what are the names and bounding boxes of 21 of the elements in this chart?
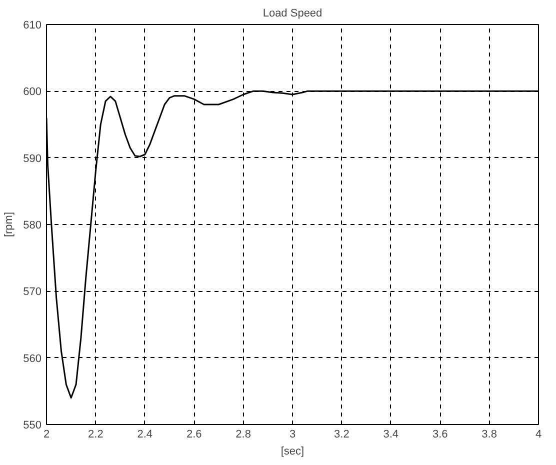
x-tick-label: 3.8 (482, 428, 497, 440)
x-tick-label: 2.6 (186, 428, 202, 440)
x-tick-label: 3.2 (334, 428, 350, 440)
y-axis-title: [rpm] (3, 212, 16, 238)
y-tick-label: 570 (23, 286, 42, 298)
x-tick-label: 3.4 (383, 428, 399, 440)
y-tick-label: 610 (23, 20, 42, 32)
x-tick-label: 2.8 (236, 428, 251, 440)
y-tick-label: 550 (23, 420, 42, 432)
y-tick-label: 600 (23, 86, 42, 98)
x-tick-label: 2.2 (88, 428, 104, 440)
x-tick-label: 3 (289, 428, 296, 440)
y-tick-label: 580 (23, 220, 42, 232)
x-tick-label: 3.6 (432, 428, 448, 440)
x-tick-label: 4 (535, 428, 542, 440)
x-axis-title: [sec] (280, 446, 304, 458)
y-tick-label: 590 (23, 152, 42, 165)
x-tick-label: 2 (43, 428, 50, 440)
chart-title: Load Speed (262, 8, 322, 20)
x-tick-label: 2.4 (137, 428, 153, 440)
y-tick-label: 560 (23, 352, 42, 365)
